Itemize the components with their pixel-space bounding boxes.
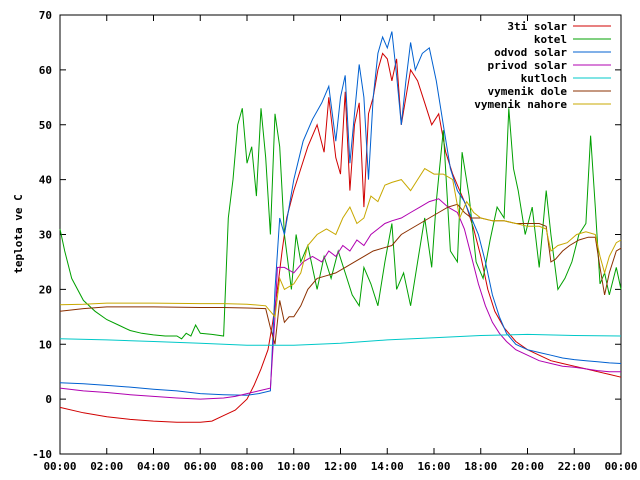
x-tick-label: 22:00	[558, 460, 591, 473]
legend-label: 3ti solar	[507, 20, 567, 33]
x-tick-label: 12:00	[324, 460, 357, 473]
legend-label: odvod solar	[494, 46, 567, 59]
y-tick-label: 10	[39, 338, 52, 351]
series-line-5	[59, 203, 622, 345]
legend-label: vymenik dole	[488, 85, 568, 98]
x-tick-label: 20:00	[511, 460, 544, 473]
series-line-4	[59, 333, 622, 346]
series-line-6	[59, 167, 622, 318]
x-tick-label: 18:00	[464, 460, 497, 473]
series-line-3	[59, 198, 621, 400]
y-tick-label: -10	[32, 448, 52, 461]
legend-label: kutloch	[521, 72, 567, 85]
y-tick-label: 20	[39, 283, 52, 296]
legend-label: vymenik nahore	[474, 98, 567, 111]
y-tick-label: 60	[39, 64, 52, 77]
x-tick-label: 00:00	[604, 460, 637, 473]
x-tick-label: 00:00	[43, 460, 76, 473]
y-tick-label: 70	[39, 9, 52, 22]
y-tick-label: 40	[39, 174, 52, 187]
y-tick-label: 0	[45, 393, 52, 406]
y-axis-label: teplota ve C	[12, 194, 25, 273]
legend-label: kotel	[534, 33, 567, 46]
series-line-0	[59, 52, 622, 423]
x-tick-label: 06:00	[184, 460, 217, 473]
x-tick-label: 14:00	[371, 460, 404, 473]
y-tick-label: 50	[39, 119, 52, 132]
x-tick-label: 02:00	[90, 460, 123, 473]
y-tick-label: 30	[39, 229, 52, 242]
x-tick-label: 10:00	[277, 460, 310, 473]
series-lines	[59, 31, 622, 423]
x-tick-label: 08:00	[230, 460, 263, 473]
series-line-1	[59, 108, 622, 340]
legend-label: privod solar	[488, 59, 568, 72]
x-tick-label: 04:00	[137, 460, 170, 473]
axes: -10 0 10 20 30 40 50 60 70 00:00 02:00 04:00 06:00 08…	[32, 9, 637, 473]
x-tick-label: 16:00	[417, 460, 450, 473]
